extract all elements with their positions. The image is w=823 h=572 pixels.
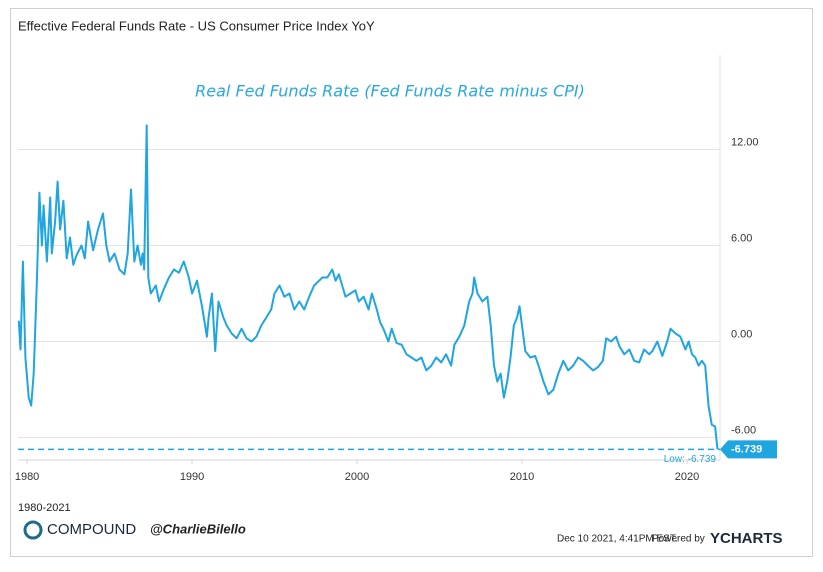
powered-by: Powered by bbox=[652, 534, 705, 545]
low-label: Low: -6.739 bbox=[664, 454, 717, 465]
y-tick-label: 0.00 bbox=[731, 328, 752, 340]
last-value-box bbox=[720, 440, 777, 459]
timestamp: Dec 10 2021, 4:41PM EST. bbox=[557, 534, 678, 545]
brand: COMPOUND bbox=[47, 521, 136, 538]
y-tick-label: 12.00 bbox=[731, 136, 759, 148]
frame bbox=[10, 8, 813, 557]
x-tick-label: 2010 bbox=[510, 471, 534, 483]
last-value-label: -6.739 bbox=[731, 443, 762, 455]
chart-title: Effective Federal Funds Rate - US Consum… bbox=[18, 18, 375, 33]
provider: YCHARTS bbox=[710, 530, 783, 547]
logo bbox=[23, 520, 43, 540]
plot: -6.00 0.00 6.00 12.00 1980 1990 2000 2010 2020 Lo… bbox=[15, 55, 777, 483]
x-tick-label: 2000 bbox=[345, 471, 369, 483]
line-series bbox=[17, 124, 719, 450]
handle: @CharlieBilello bbox=[150, 521, 246, 536]
y-tick-label: -6.00 bbox=[731, 424, 756, 436]
x-tick-label: 1980 bbox=[15, 471, 39, 483]
annotation: Real Fed Funds Rate (Fed Funds Rate minu… bbox=[195, 82, 585, 101]
x-tick-label: 1990 bbox=[180, 471, 204, 483]
x-tick-label: 2020 bbox=[675, 471, 699, 483]
date-range: 1980-2021 bbox=[18, 502, 71, 514]
y-tick-label: 6.00 bbox=[731, 232, 752, 244]
